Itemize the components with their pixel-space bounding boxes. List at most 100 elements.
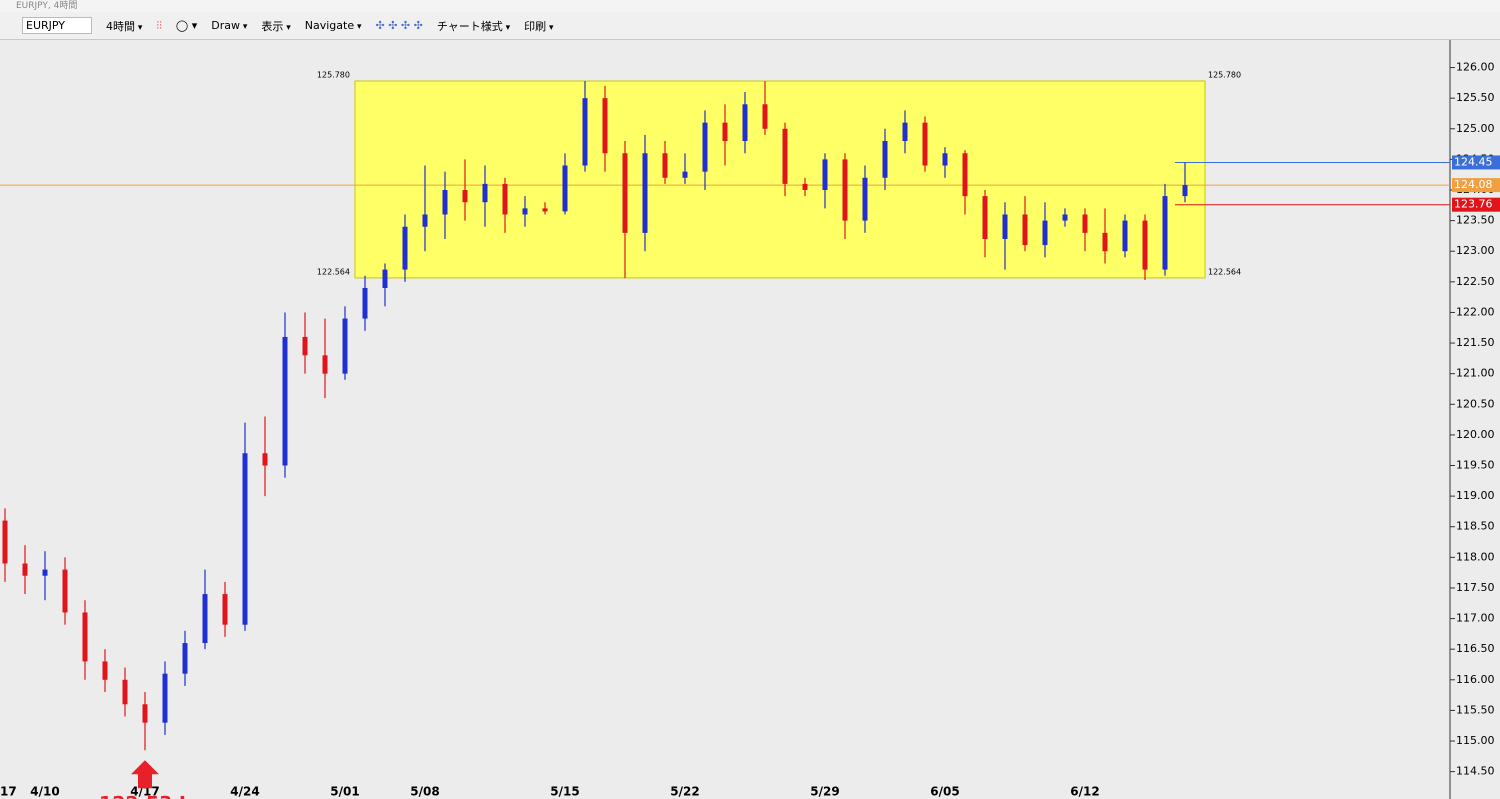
y-tick-label: 123.00 [1456,244,1495,257]
y-tick-label: 115.00 [1456,734,1495,747]
candle-body [402,226,408,270]
candle-body [82,612,88,662]
y-tick-label: 119.50 [1456,459,1495,472]
y-tick-label: 114.50 [1456,765,1495,778]
range-label: 122.564 [317,267,350,276]
candle-body [482,183,488,203]
price-tag-label: 123.76 [1454,198,1493,211]
y-tick-label: 116.00 [1456,673,1495,686]
y-tick-label: 120.00 [1456,428,1495,441]
price-tag-label: 124.08 [1454,178,1493,191]
y-tick-label: 123.50 [1456,214,1495,227]
candle-body [462,190,468,203]
candle-body [542,208,548,212]
candle-body [802,183,808,190]
candle-body [182,643,188,674]
candle-body [1122,220,1128,252]
y-tick-label: 115.50 [1456,703,1495,716]
y-tick-label: 122.50 [1456,275,1495,288]
toolbar: EURJPY 4時間 ⫶⫶ ◯ ▾ Draw 表示 Navigate ✣ ✣ ✣… [0,12,1500,40]
candle-body [1102,232,1108,252]
range-label: 122.564 [1208,267,1241,276]
candle-body [1022,214,1028,246]
y-tick-label: 125.00 [1456,122,1495,135]
candle-body [902,122,908,142]
title-bar: EURJPY, 4時間 [0,0,1500,12]
candle-body [922,122,928,166]
candle-body [222,594,228,625]
circle-tool[interactable]: ◯ ▾ [175,19,198,32]
candle-body [702,122,708,172]
candle-body [942,153,948,166]
candle-icon[interactable]: ⫶⫶ [156,18,162,32]
x-tick-label: 5/15 [550,785,579,799]
y-tick-label: 122.00 [1456,305,1495,318]
y-tick-label: 118.50 [1456,520,1495,533]
candle-body [762,104,768,129]
x-tick-label: 4/17 [130,785,159,799]
candle-body [382,269,388,288]
x-tick-label: 5/22 [670,785,699,799]
price-tag [1452,197,1500,212]
toolbar-item[interactable]: 表示 [261,18,290,34]
y-tick-label: 121.50 [1456,336,1495,349]
candle-body [862,177,868,221]
candle-body [342,318,348,374]
candle-body [842,159,848,221]
candle-body [1162,196,1168,270]
range-box [354,80,1206,279]
y-tick-label: 121.00 [1456,367,1495,380]
toolbar-item[interactable]: 印刷 [524,18,553,34]
candle-body [122,679,128,705]
y-tick-label: 117.50 [1456,581,1495,594]
window-title: EURJPY, 4時間 [16,1,78,11]
x-tick-label: 4/10 [30,785,59,799]
x-tick-label: 5/29 [810,785,839,799]
y-tick-label: 125.50 [1456,91,1495,104]
price-tag [1452,155,1500,170]
candle-body [782,128,788,184]
y-tick-label: 117.00 [1456,612,1495,625]
candle-body [962,153,968,197]
candle-body [1182,185,1188,197]
toolbar-item[interactable]: チャート様式 [437,18,510,34]
candle-body [1002,214,1008,239]
candle-body [1142,220,1148,270]
timeframe-select[interactable]: 4時間 [106,18,142,34]
candle-body [882,141,888,178]
candle-body [602,98,608,154]
y-tick-label: 118.00 [1456,550,1495,563]
toolbar-item[interactable]: Navigate [305,19,362,32]
candle-body [322,355,328,374]
candle-body [1062,214,1068,221]
x-tick-label: 5/08 [410,785,439,799]
candle-body [502,183,508,215]
symbol-select[interactable]: EURJPY [22,17,92,34]
candle-body [362,287,368,319]
annotation-text: 122.53 L [99,793,191,799]
candle-body [242,453,248,625]
candle-body [662,153,668,178]
candle-body [22,563,28,576]
annotation-arrow [131,760,159,789]
candle-body [1042,220,1048,246]
candle-body [442,190,448,215]
x-tick-label: 5/01 [330,785,359,799]
zoom-tools[interactable]: ✣ ✣ ✣ ✣ [375,19,423,32]
candle-body [102,661,108,680]
toolbar-item[interactable]: Draw [211,19,247,32]
candle-body [622,153,628,233]
x-tick-label: 17 [0,785,17,799]
x-tick-label: 6/12 [1070,785,1099,799]
y-tick-label: 120.50 [1456,397,1495,410]
candle-body [522,208,528,215]
x-tick-label: 6/05 [930,785,959,799]
candle-body [1082,214,1088,233]
candle-body [562,165,568,212]
candle-body [202,594,208,644]
x-tick-label: 4/24 [230,785,259,799]
candle-body [42,569,48,576]
y-tick-label: 119.00 [1456,489,1495,502]
